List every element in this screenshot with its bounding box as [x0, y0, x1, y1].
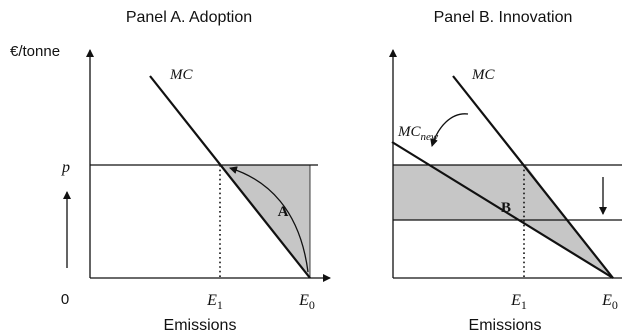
innovation-curved-arrow [430, 113, 469, 147]
panel-a-title: Panel A. Adoption [126, 9, 252, 26]
panel-a-origin: 0 [61, 291, 69, 308]
adoption-curved-arrow [229, 166, 309, 273]
panel-b-title: Panel B. Innovation [434, 9, 573, 26]
panel-b-mc-curve [452, 75, 614, 279]
panel-a-mc-curve [149, 75, 311, 279]
panel-b-mc-new-label: MCnew [397, 124, 439, 143]
panel-a-e1-tick-label: E1 [206, 292, 223, 312]
panel-b-e1-tick-label: E1 [510, 292, 527, 312]
area-a-label: A [278, 204, 289, 220]
panel-a-price-label: p [61, 159, 70, 176]
panel-b-mc-label: MC [471, 67, 495, 83]
panel-a-mc-label: MC [169, 67, 193, 83]
panel-b-mc-new-curve [391, 141, 614, 279]
panel-a-x-label: Emissions [164, 317, 237, 334]
panel-b: Panel B. Innovation MC MCnew B E1 E0 Emi… [389, 9, 622, 334]
panel-b-e0-tick-label: E0 [601, 292, 618, 312]
area-b-shading [393, 165, 613, 278]
panel-a-y-label: €/tonne [10, 43, 60, 60]
panel-a: Panel A. Adoption €/tonne 0 p MC A E1 E0… [10, 9, 331, 334]
panel-a-e0-tick-label: E0 [298, 292, 315, 312]
area-b-label: B [501, 200, 511, 216]
panel-b-x-label: Emissions [469, 317, 542, 334]
